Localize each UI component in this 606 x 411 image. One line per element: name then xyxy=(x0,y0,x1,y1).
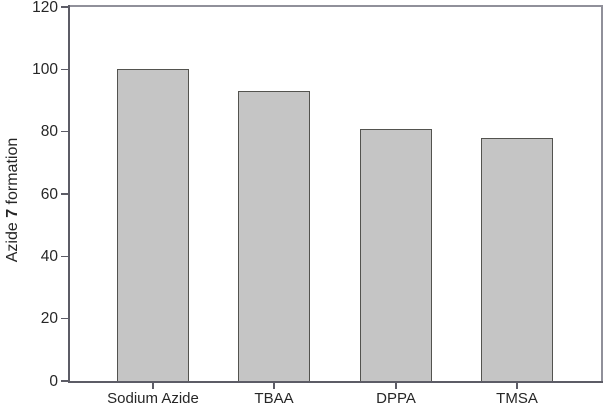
y-tick-label-80: 80 xyxy=(40,123,58,141)
frame-right-line xyxy=(601,5,603,383)
y-tick-label-0: 0 xyxy=(49,372,58,390)
bar-tmsa xyxy=(481,138,553,381)
y-tick-60 xyxy=(61,193,68,195)
x-tick-tmsa xyxy=(516,383,518,389)
y-tick-label-120: 120 xyxy=(32,0,58,16)
y-axis-line xyxy=(68,5,70,383)
x-tick-label-dppa: DPPA xyxy=(376,390,416,407)
x-tick-label-tmsa: TMSA xyxy=(496,390,538,407)
bar-dppa xyxy=(360,129,432,381)
y-tick-40 xyxy=(61,255,68,258)
x-tick-sodium-azide xyxy=(152,383,154,389)
y-tick-100 xyxy=(61,68,68,71)
y-axis-title-bold-compound-number: 7 xyxy=(4,208,21,218)
y-tick-label-20: 20 xyxy=(40,310,58,328)
x-tick-label-tbaa: TBAA xyxy=(254,390,294,407)
y-tick-label-60: 60 xyxy=(40,185,58,203)
y-tick-120 xyxy=(61,6,68,8)
y-tick-label-40: 40 xyxy=(40,247,58,265)
x-tick-label-sodium-azide: Sodium Azide xyxy=(107,390,199,407)
x-axis-line xyxy=(68,381,603,383)
frame-top-line xyxy=(68,5,603,7)
y-tick-80 xyxy=(61,130,68,133)
plot-area xyxy=(70,7,601,381)
y-tick-label-100: 100 xyxy=(32,60,58,78)
y-tick-0 xyxy=(61,380,68,382)
x-tick-dppa xyxy=(395,383,397,389)
x-tick-tbaa xyxy=(273,383,275,389)
bar-sodium-azide xyxy=(117,69,189,381)
y-tick-20 xyxy=(61,317,68,320)
bar-tbaa xyxy=(238,91,310,381)
